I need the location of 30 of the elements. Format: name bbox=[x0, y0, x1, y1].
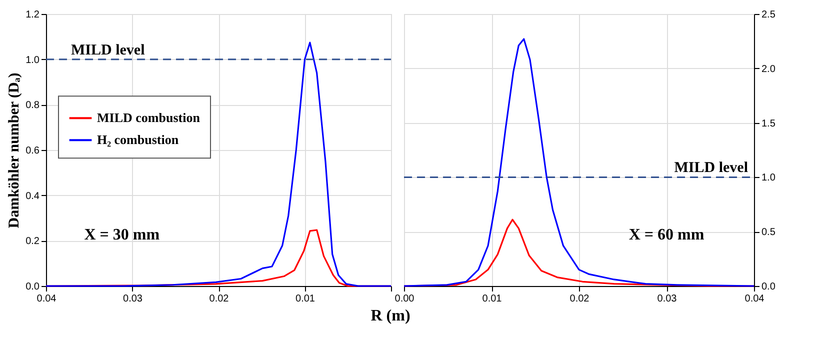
y2-tick-label: 2.0 bbox=[762, 64, 776, 75]
ref-line-label: MILD level bbox=[71, 42, 145, 58]
y-tick-label: 0.2 bbox=[26, 236, 40, 248]
x-tick-label: 0.01 bbox=[296, 294, 316, 304]
annotation: X = 30 mm bbox=[84, 226, 160, 244]
legend-label: MILD combustion bbox=[97, 110, 201, 126]
ref-line-label: MILD level bbox=[674, 160, 748, 176]
y-axis-title: Damköhler number (Dₐ) bbox=[6, 72, 23, 228]
y2-tick-label: 1.0 bbox=[762, 172, 776, 184]
y-tick-label: 0.4 bbox=[26, 190, 40, 202]
y2-tick-label: 0.5 bbox=[762, 227, 776, 238]
x-axis-title: R (m) bbox=[370, 308, 410, 324]
x-tick-label: 0.02 bbox=[209, 294, 230, 304]
y2-tick-label: 2.5 bbox=[762, 10, 776, 20]
x-tick-label: 0.03 bbox=[123, 294, 143, 304]
y-tick-label: 1.0 bbox=[26, 54, 40, 66]
x-tick-label: 0.03 bbox=[657, 294, 678, 304]
x-tick-label: 0.04 bbox=[744, 294, 765, 304]
x-tick-label: 0.02 bbox=[570, 294, 590, 304]
y-tick-label: 0.6 bbox=[26, 146, 40, 156]
x-tick-label: 0.00 bbox=[394, 294, 415, 304]
y-tick-label: 1.2 bbox=[26, 10, 40, 20]
y2-tick-label: 1.5 bbox=[762, 118, 776, 130]
legend-label: H₂ combustion bbox=[97, 132, 180, 148]
y-tick-label: 0.0 bbox=[26, 282, 40, 292]
y-tick-label: 0.8 bbox=[26, 100, 40, 112]
annotation: X = 60 mm bbox=[628, 226, 705, 244]
x-tick-label: 0.01 bbox=[482, 294, 502, 304]
x-tick-label: 0.04 bbox=[36, 294, 57, 304]
y2-tick-label: 0.0 bbox=[762, 282, 776, 292]
